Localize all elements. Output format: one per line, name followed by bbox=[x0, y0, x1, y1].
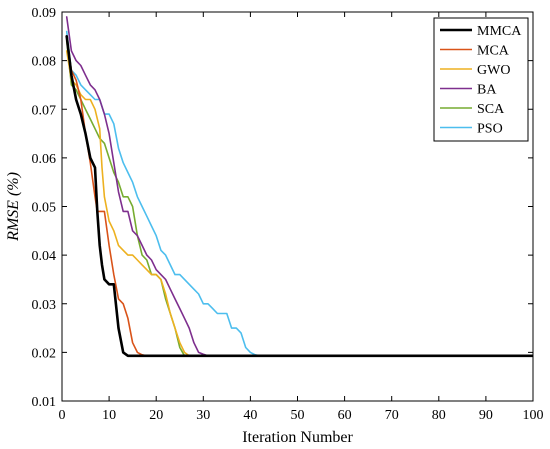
legend-label-sca: SCA bbox=[477, 102, 505, 117]
x-tick-label: 100 bbox=[523, 408, 544, 423]
legend-label-ba: BA bbox=[477, 83, 497, 98]
legend-label-mca: MCA bbox=[477, 44, 510, 59]
x-tick-label: 0 bbox=[59, 408, 66, 423]
y-tick-label: 0.07 bbox=[32, 103, 57, 118]
x-tick-label: 30 bbox=[196, 408, 210, 423]
x-tick-label: 90 bbox=[479, 408, 493, 423]
series-line-mca bbox=[65, 35, 533, 357]
y-tick-label: 0.04 bbox=[32, 249, 57, 264]
x-axis: 0 10 20 30 40 50 60 70 80 90 100 bbox=[59, 12, 544, 423]
y-tick-label: 0.08 bbox=[32, 55, 57, 70]
x-tick-label: 60 bbox=[338, 408, 352, 423]
y-tick-label: 0.06 bbox=[32, 152, 57, 167]
legend-box bbox=[433, 17, 529, 142]
x-axis-label: Iteration Number bbox=[242, 429, 353, 446]
legend-label-mmca: MMCA bbox=[477, 24, 522, 39]
y-tick-label: 0.03 bbox=[32, 298, 57, 313]
y-tick-label: 0.02 bbox=[32, 346, 57, 361]
x-tick-label: 20 bbox=[149, 408, 163, 423]
x-tick-label: 70 bbox=[385, 408, 399, 423]
y-axis: 0.01 0.02 0.03 0.04 0.05 0.06 0.07 0.08 0.09 bbox=[32, 6, 533, 410]
legend-label-pso: PSO bbox=[477, 122, 503, 137]
x-tick-label: 10 bbox=[102, 408, 116, 423]
x-tick-label: 40 bbox=[243, 408, 257, 423]
legend: MMCA MCA GWO BA SCA PSO bbox=[433, 17, 529, 142]
series-layer bbox=[65, 16, 533, 358]
x-tick-label: 50 bbox=[291, 408, 305, 423]
series-line-gwo bbox=[65, 50, 533, 357]
y-tick-label: 0.09 bbox=[32, 6, 57, 21]
legend-label-gwo: GWO bbox=[477, 63, 510, 78]
series-line-ba bbox=[65, 16, 533, 357]
series-line-mmca bbox=[65, 34, 533, 358]
x-tick-label: 80 bbox=[432, 408, 446, 423]
y-tick-label: 0.01 bbox=[32, 395, 57, 410]
y-axis-label: RMSE (%) bbox=[5, 172, 22, 242]
y-tick-label: 0.05 bbox=[32, 201, 57, 216]
